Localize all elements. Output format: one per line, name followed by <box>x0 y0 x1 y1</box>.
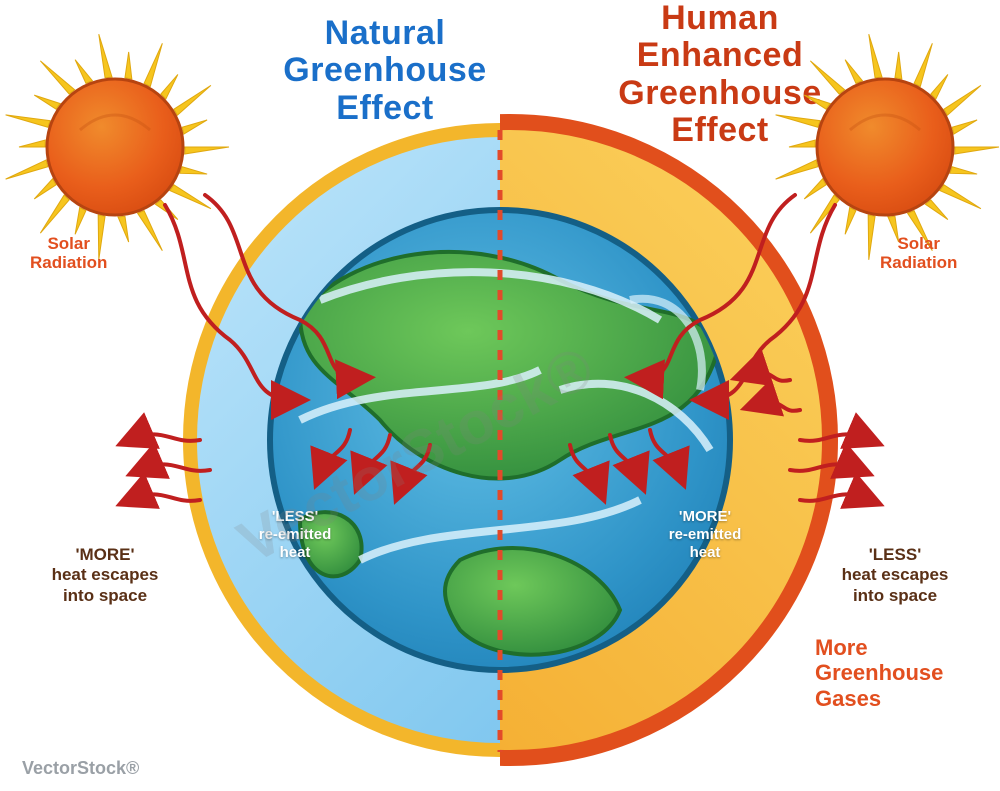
label-line: heat <box>235 544 355 562</box>
label-line: heat escapes <box>820 565 970 585</box>
label-more-escapes: 'MORE' heat escapes into space <box>30 545 180 606</box>
label-line: into space <box>820 586 970 606</box>
label-line: re-emitted <box>235 526 355 544</box>
label-line: More <box>815 635 943 660</box>
label-line: heat escapes <box>30 565 180 585</box>
label-less-escapes: 'LESS' heat escapes into space <box>820 545 970 606</box>
label-line: heat <box>645 544 765 562</box>
label-less-reemitted: 'LESS' re-emitted heat <box>235 508 355 562</box>
label-line: Solar <box>30 235 107 254</box>
diagram-container: Natural Greenhouse Effect Human Enhanced… <box>0 0 1000 791</box>
watermark-footer-left: VectorStock® <box>22 758 139 779</box>
label-line: Radiation <box>880 254 957 273</box>
label-line: 'MORE' <box>645 508 765 526</box>
label-line: 'MORE' <box>30 545 180 565</box>
label-line: 'LESS' <box>820 545 970 565</box>
label-more-greenhouse-gases: More Greenhouse Gases <box>815 635 943 711</box>
label-line: into space <box>30 586 180 606</box>
sun-left-group <box>6 34 229 260</box>
label-line: 'LESS' <box>235 508 355 526</box>
label-solar-radiation-right: Solar Radiation <box>880 235 957 272</box>
label-line: Radiation <box>30 254 107 273</box>
label-line: Greenhouse <box>815 660 943 685</box>
label-more-reemitted: 'MORE' re-emitted heat <box>645 508 765 562</box>
label-line: re-emitted <box>645 526 765 544</box>
label-line: Gases <box>815 686 943 711</box>
sun-right-group <box>776 34 999 260</box>
label-solar-radiation-left: Solar Radiation <box>30 235 107 272</box>
label-line: Solar <box>880 235 957 254</box>
